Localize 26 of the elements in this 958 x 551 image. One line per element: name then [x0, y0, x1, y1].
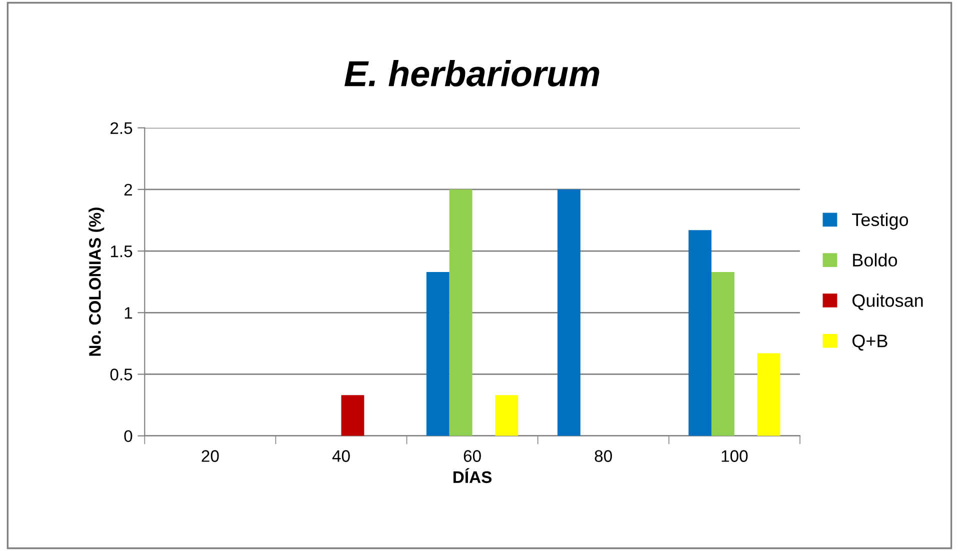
- y-tick-label: 2.5: [110, 122, 132, 134]
- bar: [757, 353, 780, 436]
- legend-label: Boldo: [853, 253, 898, 267]
- legend-label: Testigo: [852, 212, 908, 230]
- bar: [688, 230, 712, 436]
- bar: [426, 272, 450, 436]
- y-tick-label: 0: [124, 430, 132, 442]
- chart-title: E. herbariorum: [344, 60, 600, 87]
- legend-label: Quitosan: [852, 294, 923, 310]
- y-tick-label: 1.5: [110, 246, 132, 258]
- y-tick-label: 0.5: [110, 368, 132, 380]
- x-axis-title: DÍAS: [454, 468, 492, 484]
- x-tick-label: 20: [202, 450, 219, 462]
- y-axis-title: No. COLONIAS (%): [88, 208, 104, 356]
- bar: [495, 395, 518, 436]
- x-tick-label: 80: [594, 450, 612, 462]
- x-tick-label: 100: [722, 450, 748, 462]
- legend-label: Q+B: [852, 334, 888, 351]
- x-tick-label: 40: [332, 450, 350, 462]
- x-tick-label: 60: [464, 450, 481, 462]
- bar: [711, 272, 734, 436]
- bar: [341, 395, 364, 436]
- bar: [557, 189, 580, 436]
- y-tick-label: 1: [124, 307, 132, 319]
- y-tick-label: 2: [124, 184, 132, 196]
- bar: [449, 189, 472, 436]
